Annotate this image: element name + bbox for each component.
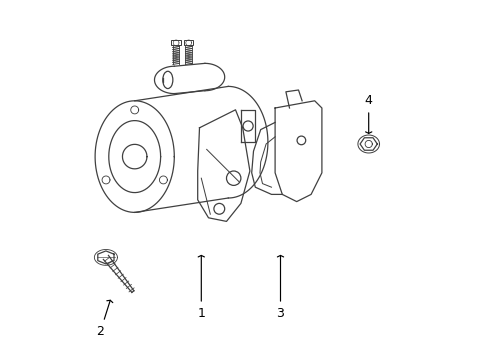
Text: 4: 4 bbox=[364, 94, 372, 133]
Text: 2: 2 bbox=[96, 300, 113, 338]
Text: 1: 1 bbox=[197, 256, 205, 320]
Text: 3: 3 bbox=[276, 256, 284, 320]
